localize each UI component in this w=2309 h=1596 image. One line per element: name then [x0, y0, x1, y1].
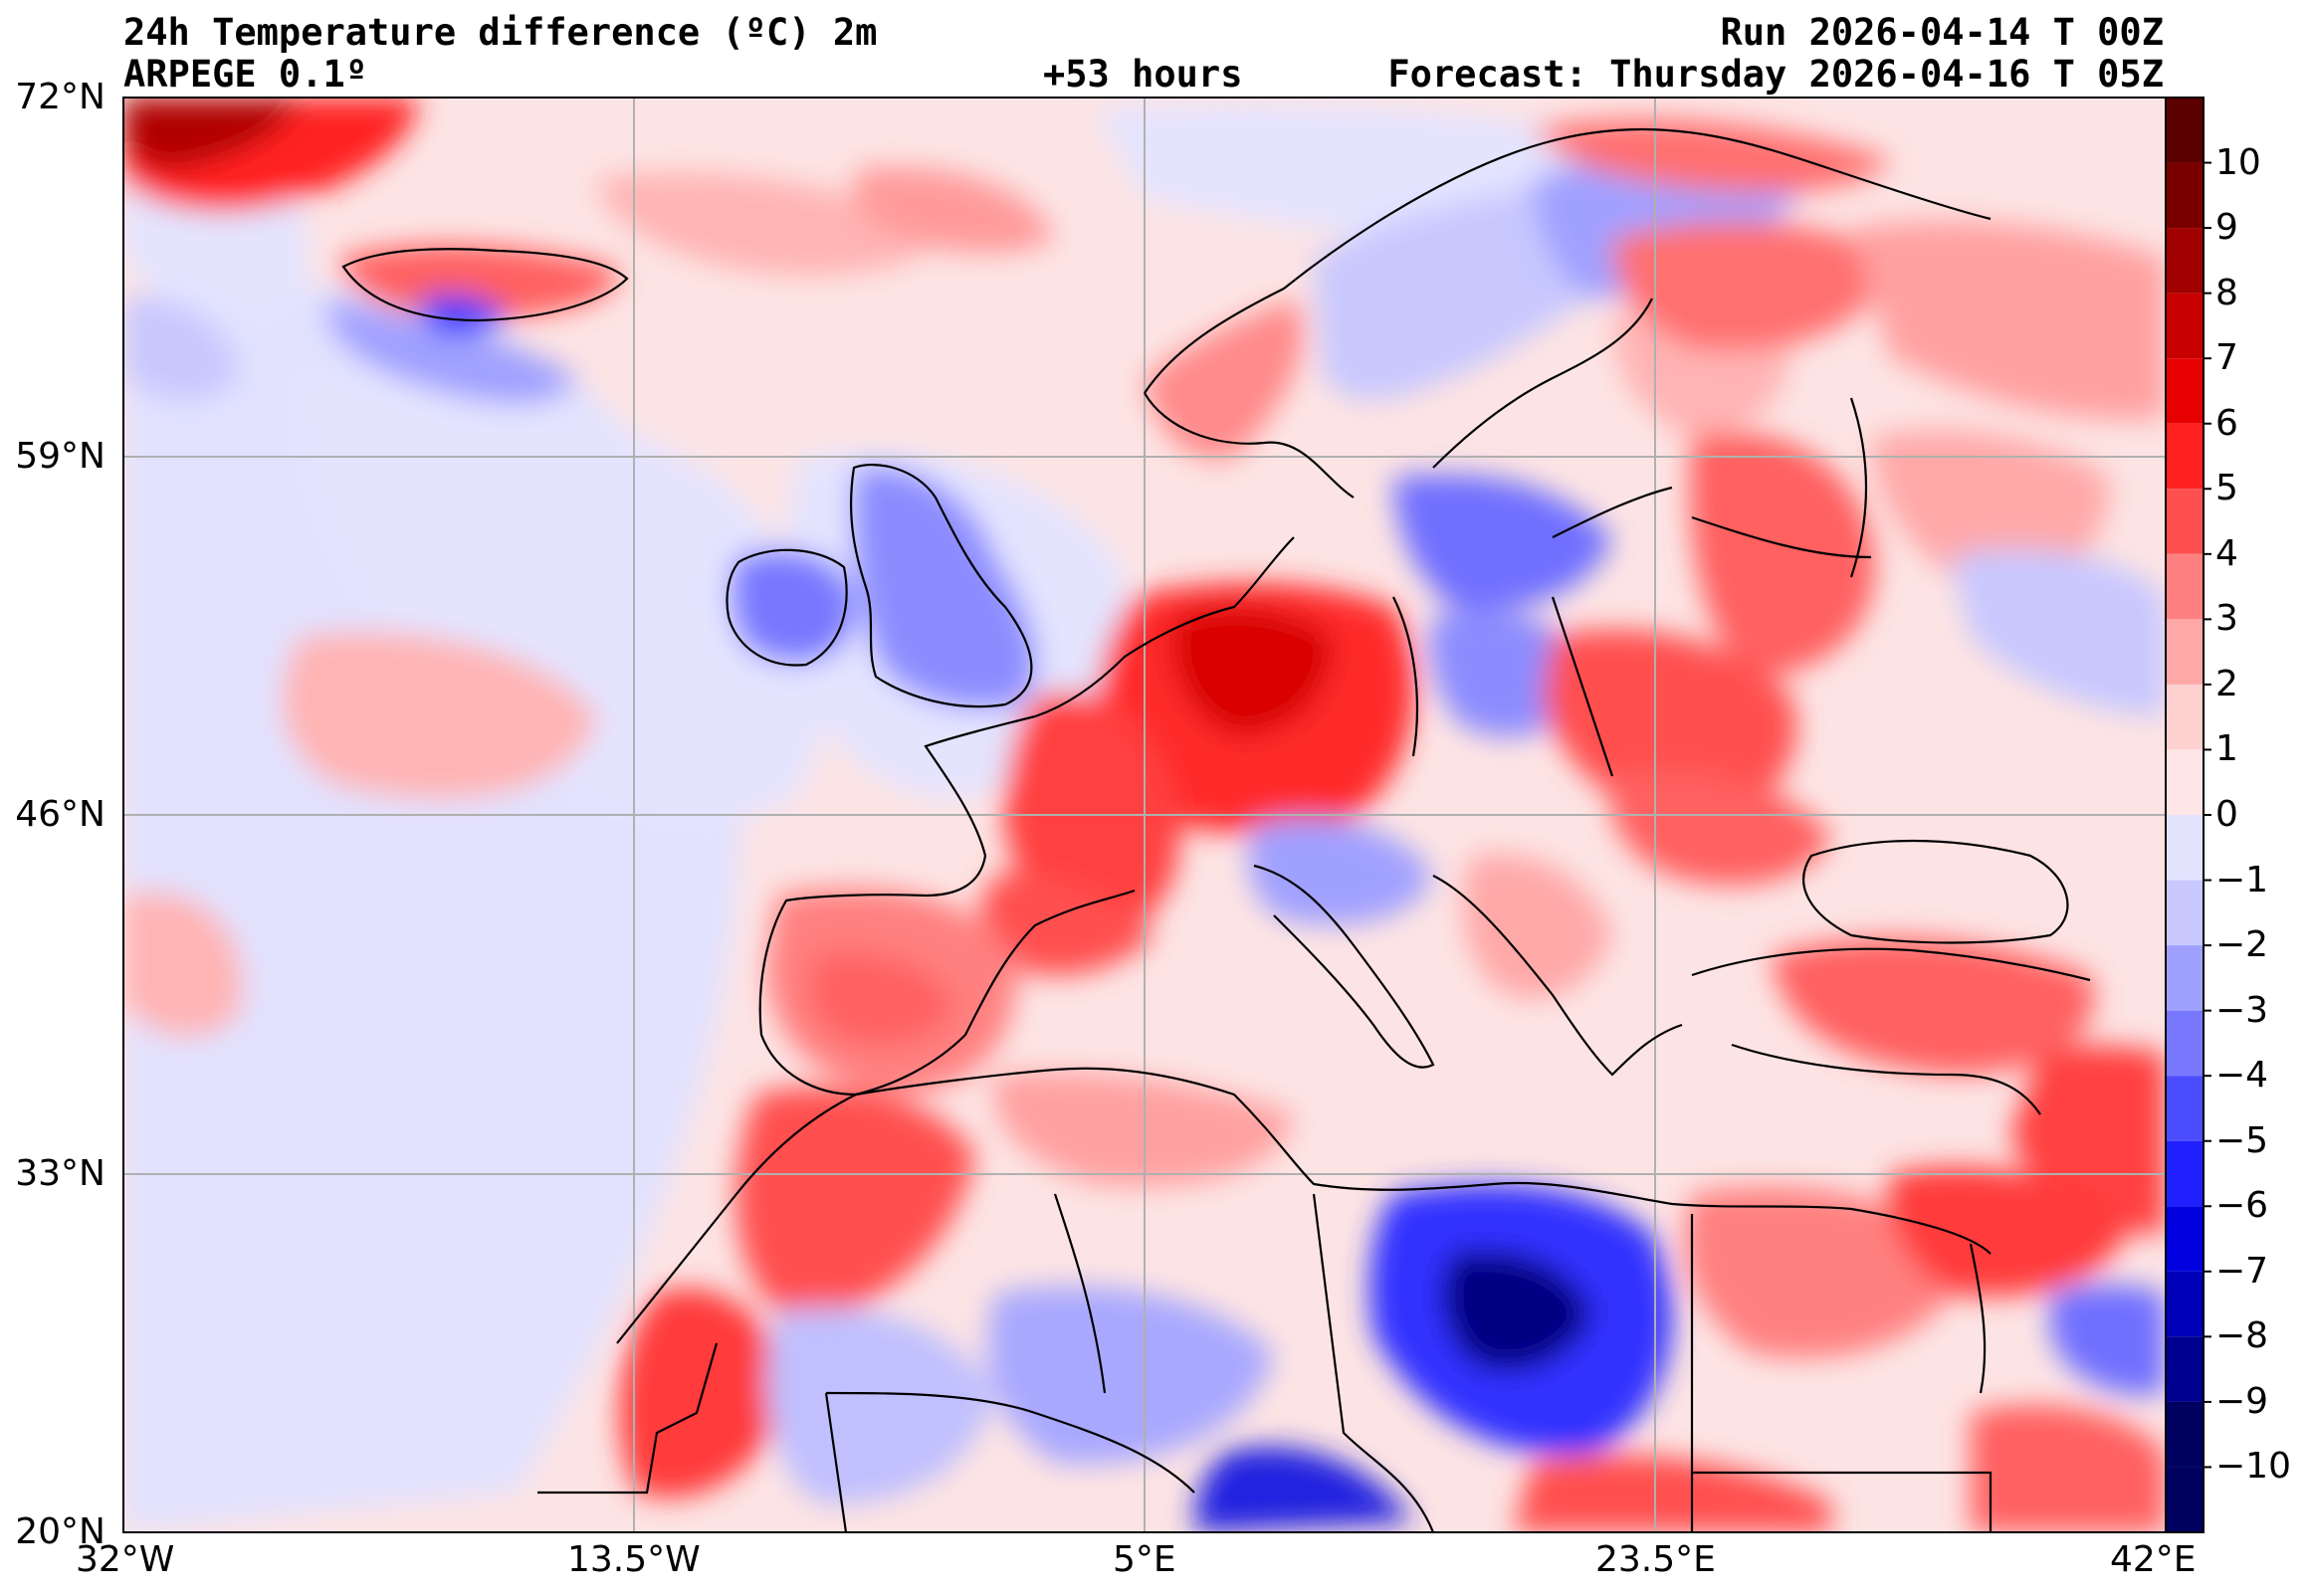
colorbar-label: 8	[2215, 272, 2238, 313]
colorbar-band	[2166, 1336, 2204, 1402]
colorbar-band	[2166, 945, 2204, 1011]
lon-label-5e: 5°E	[1113, 1539, 1176, 1580]
colorbar-band	[2166, 1467, 2204, 1532]
lat-label-33n: 33°N	[15, 1153, 105, 1194]
coastlines	[341, 127, 2091, 1532]
colorbar-band	[2166, 228, 2204, 294]
colorbar-band	[2166, 1206, 2204, 1272]
colorbar-band	[2166, 358, 2204, 424]
colorbar-band	[2166, 1401, 2204, 1468]
colorbar-band	[2166, 98, 2204, 163]
lead-time-label: +53 hours	[1043, 53, 1243, 96]
colorbar-label: 10	[2215, 141, 2261, 183]
colorbar-label: 9	[2215, 207, 2238, 249]
colorbar-label: −8	[2215, 1315, 2269, 1357]
lat-label-59n: 59°N	[15, 436, 105, 477]
colorbar	[2166, 98, 2211, 1532]
colorbar-label: −6	[2215, 1185, 2269, 1227]
graticule	[123, 98, 2166, 1532]
colorbar-label: −5	[2215, 1119, 2269, 1161]
colorbar-label: 3	[2215, 598, 2238, 640]
colorbar-label: 4	[2215, 532, 2238, 574]
colorbar-label: −2	[2215, 924, 2269, 966]
colorbar-band	[2166, 880, 2204, 946]
colorbar-label: −1	[2215, 859, 2269, 900]
colorbar-band	[2166, 619, 2204, 685]
colorbar-band	[2166, 1010, 2204, 1077]
temperature-field	[123, 98, 2166, 1532]
lon-label-13-5w: 13.5°W	[567, 1539, 701, 1580]
colorbar-band	[2166, 1271, 2204, 1337]
colorbar-band	[2166, 162, 2204, 229]
run-label: Run 2026-04-14 T 00Z	[1720, 11, 2164, 54]
colorbar-label: 6	[2215, 402, 2238, 444]
colorbar-band	[2166, 553, 2204, 620]
colorbar-band	[2166, 423, 2204, 490]
map-title: 24h Temperature difference (ºC) 2m	[123, 11, 878, 54]
colorbar-label: 7	[2215, 337, 2238, 379]
lat-label-46n: 46°N	[15, 794, 105, 835]
colorbar-label: 2	[2215, 663, 2238, 704]
colorbar-band	[2166, 815, 2204, 881]
colorbar-label: −10	[2215, 1446, 2291, 1488]
colorbar-label: 5	[2215, 468, 2238, 509]
colorbar-label: −4	[2215, 1055, 2269, 1097]
colorbar-label: −9	[2215, 1380, 2269, 1422]
lon-label-23-5e: 23.5°E	[1595, 1539, 1716, 1580]
colorbar-label: 1	[2215, 728, 2238, 770]
colorbar-label: −7	[2215, 1250, 2269, 1292]
colorbar-band	[2166, 1140, 2204, 1207]
lon-label-32w: 32°W	[76, 1539, 175, 1580]
colorbar-band	[2166, 293, 2204, 359]
forecast-label: Forecast: Thursday 2026-04-16 T 05Z	[1387, 53, 2164, 96]
colorbar-label: −3	[2215, 989, 2269, 1031]
colorbar-band	[2166, 1076, 2204, 1141]
model-label: ARPEGE 0.1º	[123, 53, 368, 96]
lat-label-72n: 72°N	[15, 77, 105, 117]
colorbar-label: 0	[2215, 794, 2238, 835]
colorbar-band	[2166, 489, 2204, 554]
colorbar-band	[2166, 749, 2204, 815]
colorbar-frame	[2165, 97, 2204, 1533]
lon-label-42e: 42°E	[2110, 1539, 2197, 1580]
lat-label-20n: 20°N	[15, 1511, 105, 1552]
colorbar-band	[2166, 684, 2204, 750]
